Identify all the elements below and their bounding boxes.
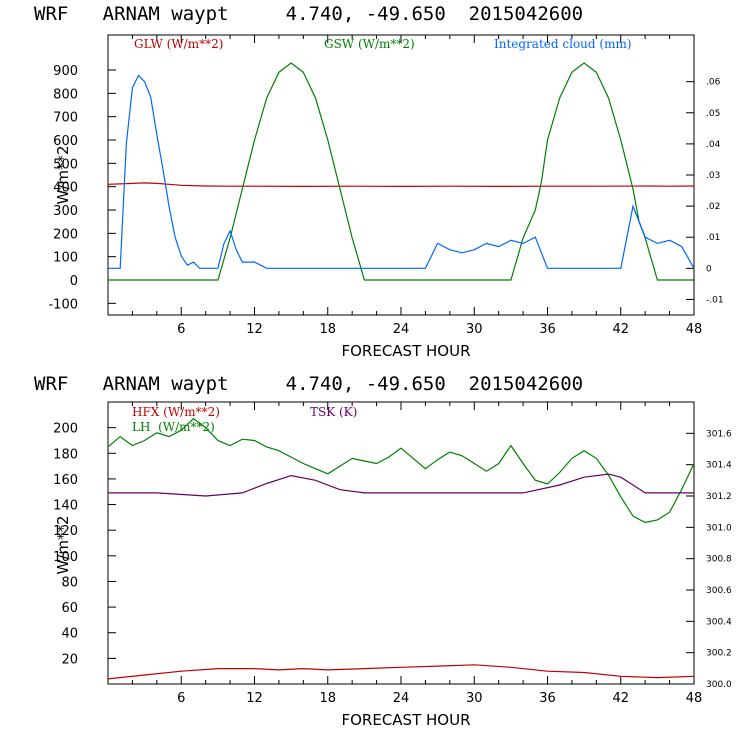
y2-tick-label: 0	[706, 264, 712, 274]
x-tick-label: 24	[393, 322, 410, 337]
x-tick-label: 12	[246, 322, 263, 337]
bottom-tick-group: 6 12 18 24 30 36 42 48 20 40 60 80 100 120 140 160 180 20…	[53, 402, 732, 706]
y-tick-label: 700	[53, 111, 78, 126]
series-line-gsw	[108, 62, 694, 281]
top-series-group	[107, 62, 695, 281]
y-tick-label: 160	[53, 473, 78, 488]
bottom-series-group	[107, 417, 695, 680]
y2-tick-label: 301.2	[706, 492, 732, 502]
top-legend-cloud: Integrated cloud (mm)	[494, 37, 632, 51]
y-tick-label: -100	[48, 297, 78, 312]
x-tick-label: 30	[466, 691, 483, 706]
y2-tick-label: 301.4	[706, 461, 732, 471]
y-tick-label: 100	[53, 251, 78, 266]
y-tick-label: 300	[53, 204, 78, 219]
top-legend-glw: GLW (W/m**2)	[134, 37, 223, 51]
x-tick-label: 24	[393, 691, 410, 706]
top-chart-panel: WRF ARNAM waypt 4.740, -49.650 201504260…	[34, 3, 724, 360]
series-line-lh	[107, 417, 695, 524]
y-tick-label: 40	[61, 627, 78, 642]
y-tick-label: 400	[53, 181, 78, 196]
y-tick-label: 120	[53, 524, 78, 539]
x-tick-label: 12	[246, 691, 263, 706]
x-tick-label: 48	[686, 691, 703, 706]
y-tick-label: 100	[53, 550, 78, 565]
top-legend-gsw: GSW (W/m**2)	[324, 37, 415, 51]
y2-tick-label: .03	[706, 171, 720, 181]
series-line-glw	[107, 182, 695, 187]
y2-tick-label: 300.4	[706, 617, 732, 627]
x-tick-label: 36	[539, 322, 556, 337]
y-tick-label: 60	[61, 601, 78, 616]
bottom-plot-frame	[107, 401, 695, 685]
y2-tick-label: .04	[706, 140, 721, 150]
y-tick-label: 500	[53, 157, 78, 172]
y-tick-label: 600	[53, 134, 78, 149]
y-tick-label: 800	[53, 87, 78, 102]
y-tick-label: 200	[53, 422, 78, 437]
bottom-y-axis-label: W/m**2	[54, 515, 72, 574]
top-tick-group: 6 12 18 24 30 36 42 48 -100 0 100 200 300 400 500 600 70…	[48, 35, 724, 337]
x-tick-label: 42	[612, 691, 629, 706]
bottom-chart-title: WRF ARNAM waypt 4.740, -49.650 201504260…	[34, 373, 583, 395]
bottom-legend-lh: LH (W/m**2)	[132, 420, 215, 434]
bottom-legend-tsk: TSK (K)	[310, 405, 357, 419]
y-tick-label: 20	[61, 652, 78, 667]
x-tick-label: 6	[177, 691, 185, 706]
bottom-x-axis-label: FORECAST HOUR	[341, 711, 470, 729]
y2-tick-label: .05	[706, 109, 720, 119]
y2-tick-label: 301.0	[706, 523, 732, 533]
x-tick-label: 18	[319, 691, 336, 706]
y-tick-label: 0	[70, 274, 78, 289]
y-tick-label: 900	[53, 64, 78, 79]
y2-tick-label: 300.8	[706, 555, 732, 565]
bottom-legend-hfx: HFX (W/m**2)	[132, 405, 220, 419]
y2-tick-label: 300.2	[706, 649, 732, 659]
x-tick-label: 18	[319, 322, 336, 337]
x-tick-label: 36	[539, 691, 556, 706]
x-tick-label: 48	[686, 322, 703, 337]
y-tick-label: 200	[53, 227, 78, 242]
x-tick-label: 42	[612, 322, 629, 337]
series-line-integrated	[108, 74, 695, 269]
y2-tick-label: 301.6	[706, 429, 732, 439]
x-tick-label: 30	[466, 322, 483, 337]
top-plot-frame	[107, 34, 695, 316]
top-x-axis-label: FORECAST HOUR	[341, 342, 470, 360]
series-line-hfx	[107, 664, 695, 680]
y2-tick-label: .06	[706, 78, 721, 88]
top-chart-title: WRF ARNAM waypt 4.740, -49.650 201504260…	[34, 3, 583, 25]
y-tick-label: 140	[53, 499, 78, 514]
y-tick-label: 80	[61, 575, 78, 590]
bottom-chart-panel: WRF ARNAM waypt 4.740, -49.650 201504260…	[34, 373, 732, 729]
y2-tick-label: .02	[706, 202, 720, 212]
top-y-axis-label: W/m**2	[54, 145, 72, 204]
y2-tick-label: 300.6	[706, 586, 732, 596]
y-tick-label: 180	[53, 447, 78, 462]
series-line-tsk	[108, 473, 694, 497]
x-tick-label: 6	[177, 322, 185, 337]
y2-tick-label: -.01	[706, 295, 724, 305]
y2-tick-label: 300.0	[706, 680, 732, 690]
y2-tick-label: .01	[706, 233, 720, 243]
